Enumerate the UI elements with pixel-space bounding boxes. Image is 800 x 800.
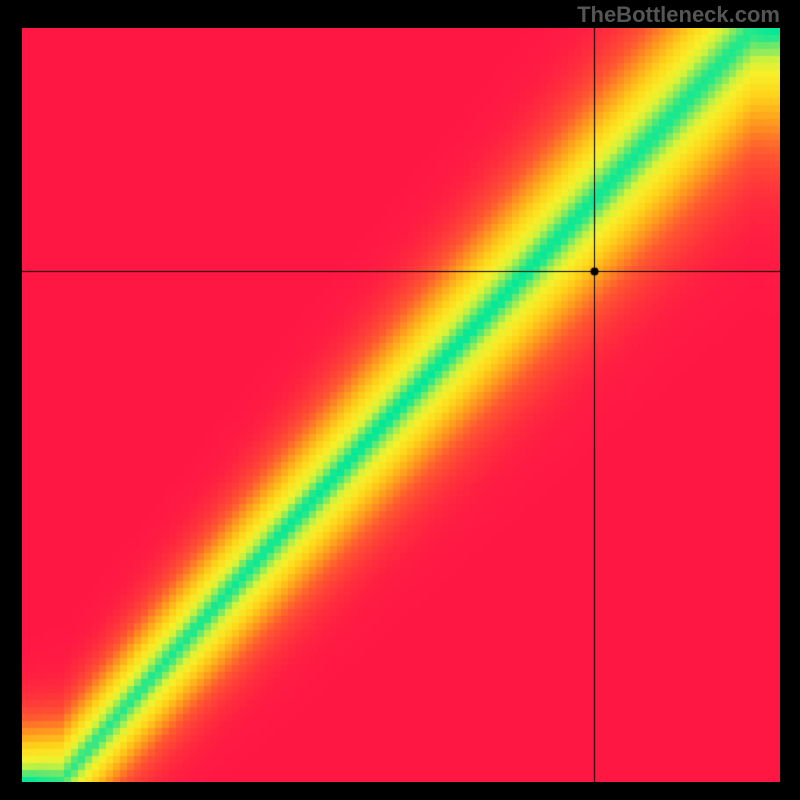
watermark-text: TheBottleneck.com (577, 2, 780, 28)
bottleneck-heatmap (22, 28, 780, 782)
chart-container: { "figure": { "type": "heatmap", "outer_… (0, 0, 800, 800)
